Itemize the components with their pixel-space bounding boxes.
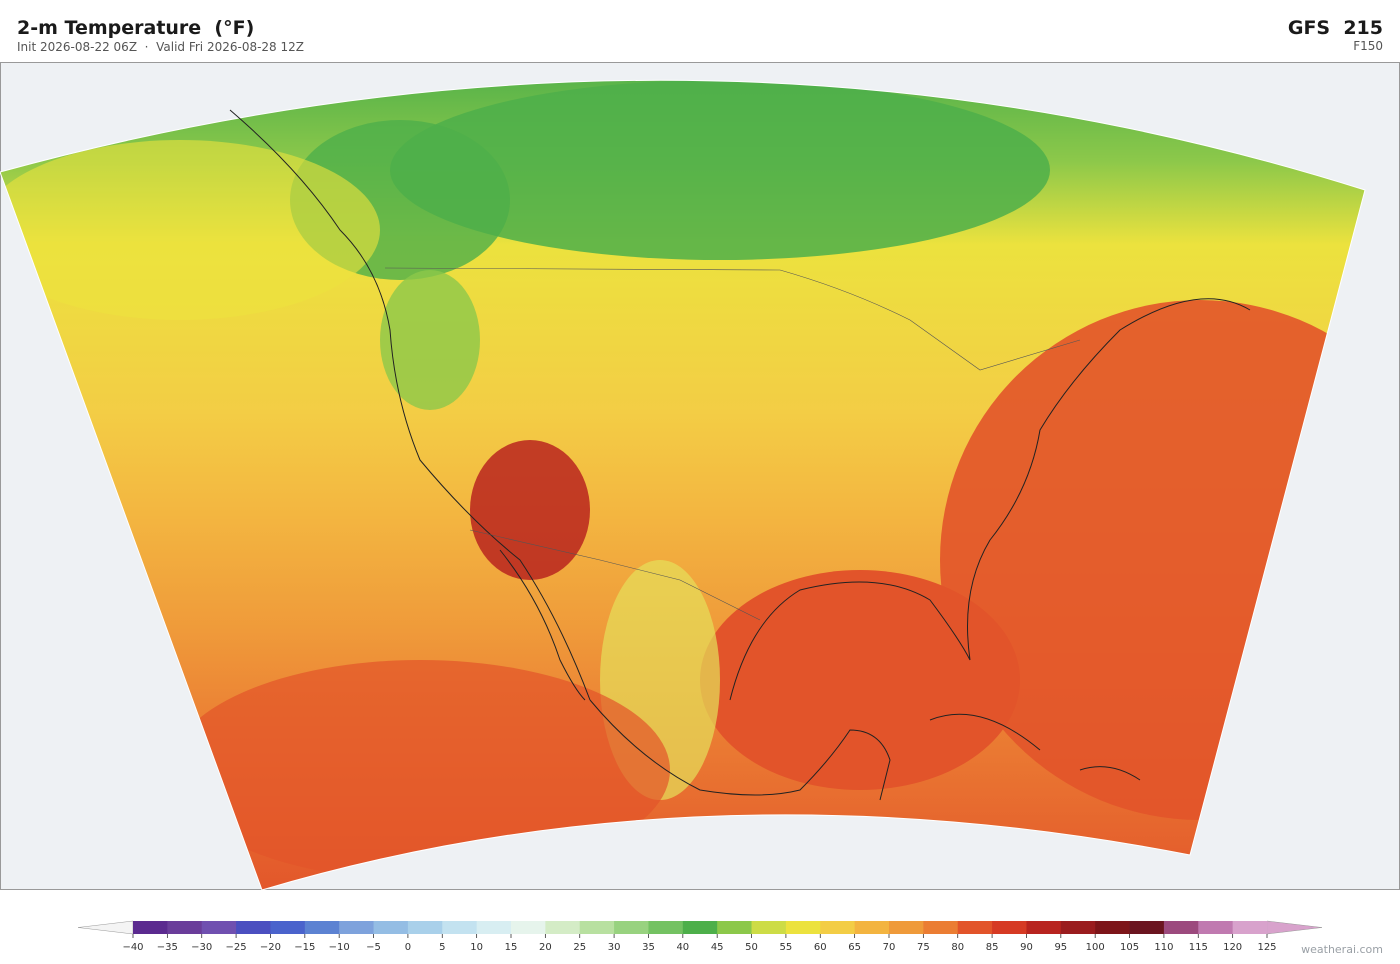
- colorbar-bin: [682, 921, 718, 934]
- colorbar-tick-label: 110: [1154, 942, 1173, 953]
- borders: [384, 267, 1081, 621]
- colorbar-bin: [889, 921, 924, 934]
- colorbar-tick-label: 125: [1257, 942, 1276, 953]
- colorbar-under: [77, 920, 134, 935]
- colorbar-tick-label: 120: [1223, 942, 1242, 953]
- colorbar-bin: [407, 921, 443, 934]
- colorbar-tick-label: −35: [157, 942, 178, 953]
- colorbar-bin: [614, 921, 649, 934]
- colorbar-bin: [785, 921, 821, 934]
- colorbar-tick-label: 0: [405, 942, 411, 953]
- colorbar-tick-label: 80: [951, 942, 964, 953]
- colorbar-bin: [201, 921, 237, 934]
- colorbar-bin: [717, 921, 752, 934]
- forecast-hour: F150: [1353, 39, 1383, 53]
- watermark: weatherai.com: [1301, 943, 1383, 956]
- colorbar-tick-label: 5: [439, 942, 445, 953]
- colorbar-tick-label: 25: [573, 942, 586, 953]
- colorbar-tick-label: 50: [745, 942, 758, 953]
- colorbar-over: [1266, 920, 1323, 935]
- colorbar-bin: [854, 921, 890, 934]
- colorbar: −40 −35 −30 −25 −20 −15 −10 −5 0 5 10 15 20 25 30 35 40 4…: [77, 920, 1323, 953]
- colorbar-tick-label: 60: [814, 942, 827, 953]
- colorbar-tick-label: −20: [260, 942, 281, 953]
- colorbar-bin: [236, 921, 271, 934]
- colorbar-tick-label: 65: [848, 942, 861, 953]
- colorbar-tick-label: 45: [711, 942, 724, 953]
- colorbar-tick-label: 70: [883, 942, 896, 953]
- coastlines: [229, 109, 1251, 801]
- colorbar-tick-label: 40: [676, 942, 689, 953]
- colorbar-bin: [1198, 921, 1234, 934]
- colorbar-bin: [1163, 921, 1199, 934]
- colorbar-bin: [1095, 921, 1130, 934]
- map-title: 2-m Temperature (°F): [17, 17, 254, 39]
- colorbar-tick-label: 20: [539, 942, 552, 953]
- model-label: GFS 215: [1288, 17, 1383, 39]
- colorbar-tick-label: −40: [122, 942, 143, 953]
- colorbar-tick-label: −25: [226, 942, 247, 953]
- colorbar-tick-label: −5: [366, 942, 381, 953]
- colorbar-bin: [133, 921, 168, 934]
- colorbar-tick-label: 55: [780, 942, 793, 953]
- colorbar-bin: [304, 921, 340, 934]
- colorbar-bin: [1026, 921, 1062, 934]
- colorbar-bin: [992, 921, 1027, 934]
- colorbar-tick-label: 115: [1189, 942, 1208, 953]
- colorbar-bin: [270, 921, 306, 934]
- colorbar-tick-label: 85: [986, 942, 999, 953]
- colorbar-bin: [820, 921, 856, 934]
- colorbar-tick-label: −15: [294, 942, 315, 953]
- colorbar-bin: [1232, 921, 1268, 934]
- colorbar-bin: [751, 921, 787, 934]
- colorbar-tick-label: 30: [608, 942, 621, 953]
- colorbar-bin: [373, 921, 409, 934]
- colorbar-tick-label: −30: [191, 942, 212, 953]
- colorbar-bin: [1060, 921, 1096, 934]
- colorbar-tick-label: 100: [1086, 942, 1105, 953]
- colorbar-tick-label: 105: [1120, 942, 1139, 953]
- colorbar-tick-label: 75: [917, 942, 930, 953]
- colorbar-tick-label: 35: [642, 942, 655, 953]
- colorbar-tick-label: 15: [505, 942, 518, 953]
- colorbar-tick-label: 90: [1020, 942, 1033, 953]
- colorbar-bin: [167, 921, 203, 934]
- map-subtitle: Init 2026-08-22 06Z · Valid Fri 2026-08-…: [17, 40, 304, 54]
- colorbar-bin: [579, 921, 615, 934]
- colorbar-tick-label: 95: [1054, 942, 1067, 953]
- colorbar-bin: [545, 921, 581, 934]
- colorbar-bin: [442, 921, 478, 934]
- colorbar-tick-label: 10: [470, 942, 483, 953]
- colorbar-bin: [957, 921, 993, 934]
- colorbar-bin: [511, 921, 546, 934]
- colorbar-bin: [923, 921, 959, 934]
- map: [0, 62, 1400, 891]
- colorbar-tick-label: −10: [329, 942, 350, 953]
- colorbar-bin: [339, 921, 374, 934]
- colorbar-bin: [476, 921, 512, 934]
- colorbar-bin: [1129, 921, 1165, 934]
- colorbar-bin: [648, 921, 684, 934]
